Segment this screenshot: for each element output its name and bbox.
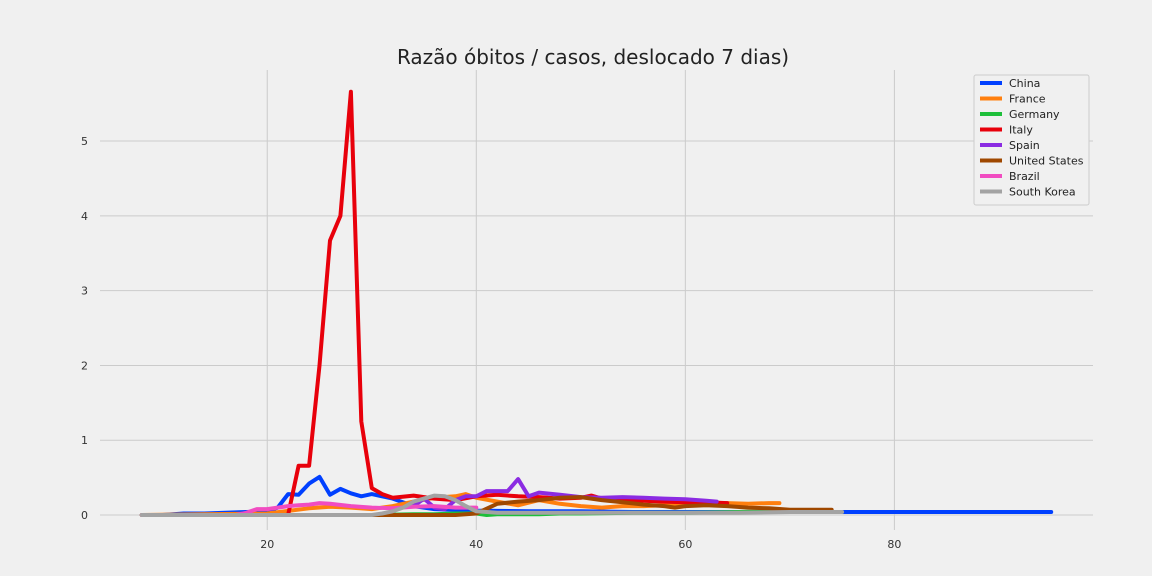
legend-label-germany: Germany bbox=[1009, 108, 1060, 121]
series-line-united-states bbox=[139, 495, 834, 517]
series-line-south-korea bbox=[139, 493, 845, 517]
legend-label-south-korea: South Korea bbox=[1009, 186, 1076, 199]
legend-label-italy: Italy bbox=[1009, 124, 1033, 137]
series-line-spain bbox=[411, 477, 719, 512]
series-line-brazil bbox=[139, 501, 479, 517]
x-tick-label: 80 bbox=[887, 538, 901, 551]
y-tick-label: 3 bbox=[81, 285, 88, 298]
legend-label-china: China bbox=[1009, 77, 1040, 90]
chart-title: Razão óbitos / casos, deslocado 7 dias) bbox=[397, 45, 789, 69]
y-tick-label: 2 bbox=[81, 359, 88, 372]
y-tick-label: 1 bbox=[81, 434, 88, 447]
legend-label-france: France bbox=[1009, 93, 1046, 106]
legend-box bbox=[973, 74, 1090, 206]
x-tick-label: 60 bbox=[678, 538, 692, 551]
series-layer bbox=[139, 89, 1054, 517]
y-tick-label: 5 bbox=[81, 135, 88, 148]
y-tick-label: 0 bbox=[81, 509, 88, 522]
tick-labels: 0 1 2 3 4 5 20 40 60 80 bbox=[81, 135, 901, 551]
x-tick-label: 40 bbox=[469, 538, 483, 551]
grid bbox=[100, 70, 1093, 530]
legend-label-united-states: United States bbox=[1009, 155, 1084, 168]
legend-label-brazil: Brazil bbox=[1009, 170, 1040, 183]
legend: China France Germany Italy Spain United State… bbox=[973, 74, 1090, 206]
x-tick-label: 20 bbox=[260, 538, 274, 551]
legend-label-spain: Spain bbox=[1009, 139, 1040, 152]
y-tick-label: 4 bbox=[81, 210, 88, 223]
